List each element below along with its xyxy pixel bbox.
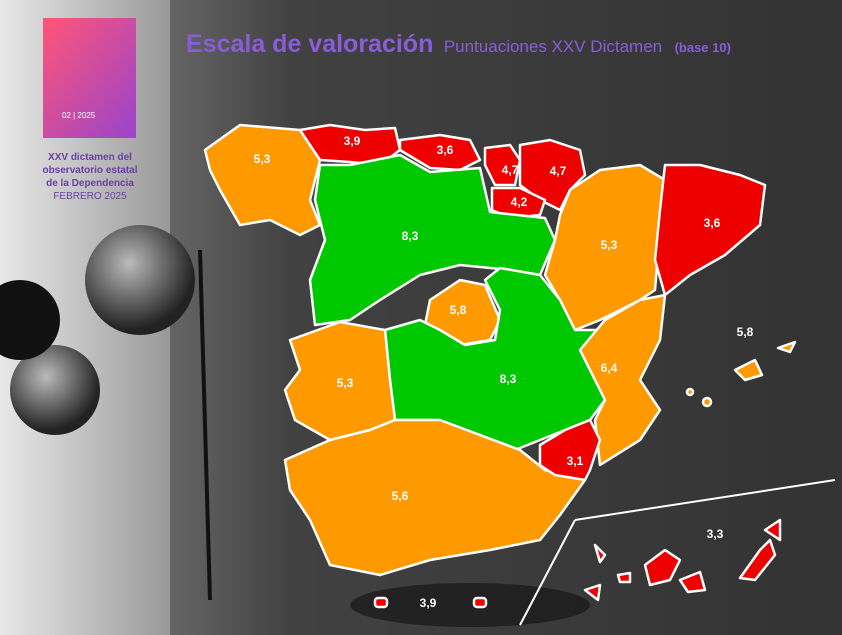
region [618,573,630,582]
decor [85,225,195,335]
region-label: 5,3 [601,238,618,252]
region-label: 3,9 [420,596,437,610]
subtitle: Puntuaciones XXV Dictamen [444,37,662,56]
region-label: 5,6 [392,489,409,503]
sidebar-line: de la Dependencia [46,178,134,189]
sidebar-date: FEBRERO 2025 [53,191,127,202]
title: Escala de valoración [186,30,433,58]
region-label: 3,6 [704,216,721,230]
region-label: 8,3 [500,372,517,386]
region-label: 5,8 [737,325,754,339]
region-label: 6,4 [601,361,618,375]
region-label: 4,2 [511,195,528,209]
region [474,598,486,607]
cover [43,18,136,138]
page: 02 | 2025 XXV dictamen del observatorio … [0,0,842,635]
sidebar-line: XXV dictamen del [48,152,132,163]
region-label: 3,1 [567,454,584,468]
region-label: 3,3 [707,527,724,541]
region-label: 4,7 [502,163,519,177]
region [687,389,693,395]
region-label: 3,9 [344,134,361,148]
region-label: 8,3 [402,229,419,243]
cover-text: 02 | 2025 [62,111,96,120]
region-label: 5,3 [337,376,354,390]
region-label: 3,6 [437,143,454,157]
sidebar-line: observatorio estatal [42,165,137,176]
region [703,398,711,406]
region-label: 5,8 [450,303,467,317]
region [375,598,387,607]
region-label: 5,3 [254,152,271,166]
note: (base 10) [675,40,731,55]
region-label: 4,7 [550,164,567,178]
